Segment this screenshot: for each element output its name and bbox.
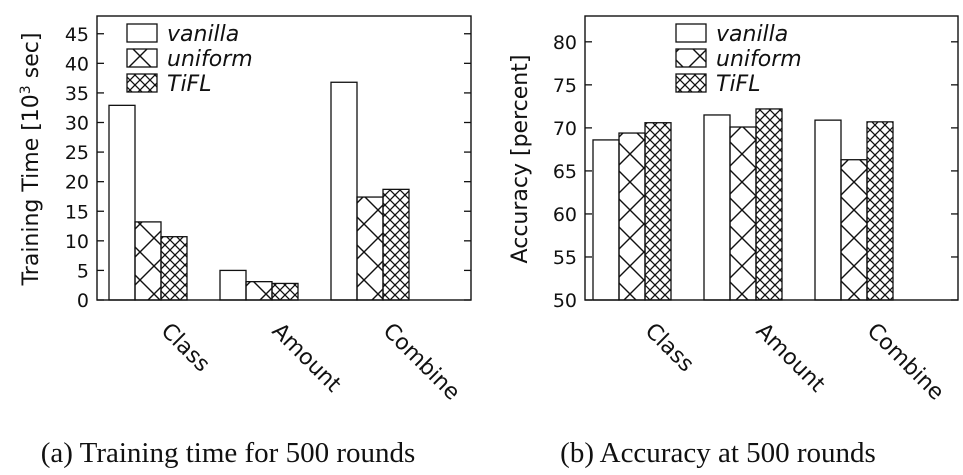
- bar-tifl-combine: [866, 121, 894, 301]
- y-tick-label: 30: [65, 113, 89, 135]
- y-tick-label: 65: [553, 161, 577, 183]
- bar-vanilla-class: [592, 139, 620, 301]
- y-tick-label: 35: [65, 83, 89, 105]
- x-tick-label: Class: [640, 319, 699, 378]
- legend-label-tifl: TiFL: [716, 72, 760, 97]
- y-tick-label: 10: [65, 231, 89, 253]
- y-tick-label: 70: [553, 118, 577, 140]
- bar-tifl-amount: [271, 282, 299, 301]
- bar-uniform-class: [618, 132, 646, 301]
- y-tick-label: 60: [553, 204, 577, 226]
- bar-uniform-amount: [245, 281, 273, 301]
- training-time-chart: Training Time [103 sec] 0 5 10 15 20 25 30 35 40…: [18, 15, 472, 469]
- y-tick-label: 45: [65, 24, 89, 46]
- legend-label-vanilla: vanilla: [716, 22, 788, 47]
- bar-uniform-class: [134, 221, 162, 301]
- legend-label-vanilla: vanilla: [167, 22, 239, 47]
- bar-tifl-amount: [755, 108, 783, 301]
- legend-swatch-uniform: [675, 48, 707, 68]
- x-tick-label: Combine: [862, 319, 949, 406]
- legend-swatch-vanilla: [675, 23, 707, 43]
- bar-vanilla-amount: [703, 114, 731, 301]
- bar-vanilla-combine: [330, 81, 358, 301]
- legend-swatch-vanilla: [126, 23, 158, 43]
- legend-swatch-uniform: [126, 48, 158, 68]
- y-axis-label: Accuracy [percent]: [508, 55, 533, 264]
- legend-swatch-tifl: [675, 73, 707, 93]
- y-tick-label: 75: [553, 75, 577, 97]
- x-tick-label: Class: [156, 319, 215, 378]
- y-tick-label: 15: [65, 201, 89, 223]
- bar-vanilla-class: [108, 104, 136, 301]
- caption: (a) Training time for 500 rounds: [41, 437, 416, 469]
- bar-vanilla-amount: [219, 269, 247, 301]
- y-tick-label: 40: [65, 53, 89, 75]
- bar-uniform-combine: [356, 196, 384, 301]
- caption: (b) Accuracy at 500 rounds: [560, 437, 876, 469]
- accuracy-chart: Accuracy [percent] 50 55 60 65 70 75 80 Class Am…: [508, 15, 959, 469]
- bar-tifl-class: [644, 122, 672, 301]
- y-tick-label: 0: [77, 290, 89, 312]
- legend-label-uniform: uniform: [716, 47, 802, 72]
- bar-uniform-combine: [840, 159, 868, 301]
- bar-vanilla-combine: [814, 119, 842, 301]
- y-tick-label: 20: [65, 172, 89, 194]
- x-tick-label: Amount: [751, 319, 830, 398]
- plot-frame: [96, 15, 472, 301]
- y-tick-label: 50: [553, 290, 577, 312]
- x-tick-label: Combine: [378, 319, 465, 406]
- y-tick-label: 5: [77, 260, 89, 282]
- bar-tifl-combine: [382, 188, 410, 301]
- y-tick-label: 80: [553, 32, 577, 54]
- y-tick-label: 55: [553, 247, 577, 269]
- x-tick-label: Amount: [267, 319, 346, 398]
- y-axis-label: Training Time [103 sec]: [18, 33, 44, 287]
- legend-swatch-tifl: [126, 73, 158, 93]
- legend-label-tifl: TiFL: [167, 72, 211, 97]
- y-tick-label: 25: [65, 142, 89, 164]
- bar-tifl-class: [160, 236, 188, 301]
- legend-label-uniform: uniform: [167, 47, 253, 72]
- bar-uniform-amount: [729, 126, 757, 301]
- plot-frame: [584, 15, 959, 301]
